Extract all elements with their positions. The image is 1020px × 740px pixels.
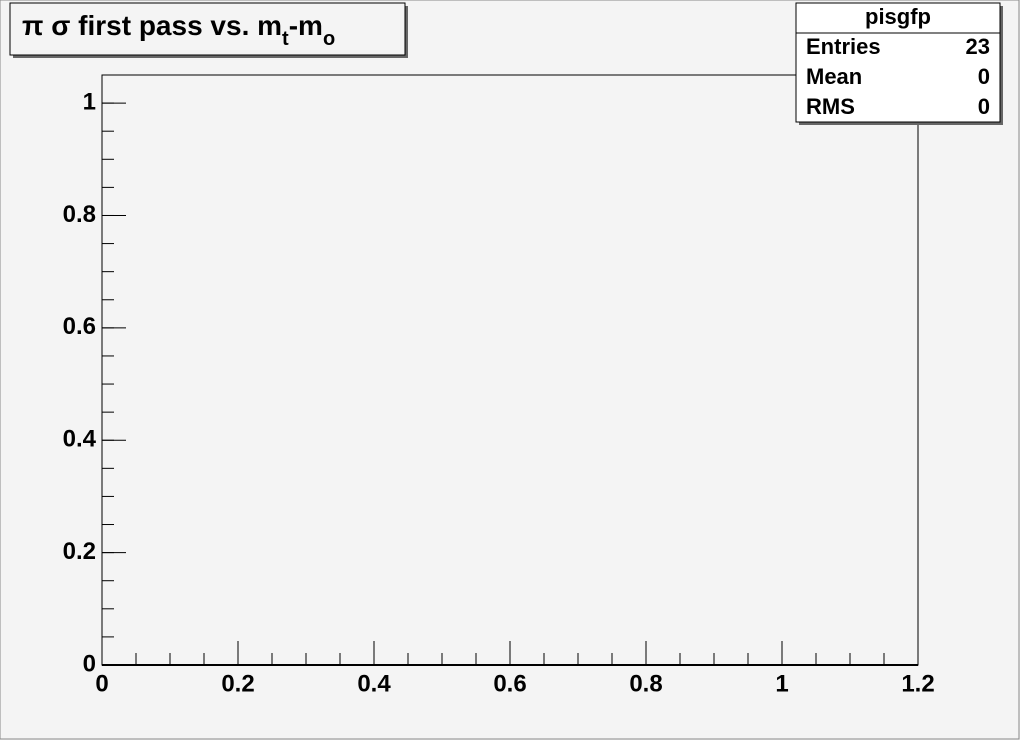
y-tick-label: 0.8 bbox=[63, 201, 96, 228]
title-part: -m bbox=[289, 10, 323, 41]
stats-label: RMS bbox=[806, 94, 855, 119]
chart-title: π σ first pass vs. mt-mo bbox=[22, 10, 335, 50]
x-tick-label: 0 bbox=[95, 670, 108, 697]
stats-box bbox=[795, 2, 1001, 123]
y-tick-label: 0.6 bbox=[63, 313, 96, 340]
y-tick-label: 0.4 bbox=[63, 426, 97, 453]
x-tick-label: 1 bbox=[775, 670, 788, 697]
title-box bbox=[9, 2, 406, 56]
stats-value: 23 bbox=[966, 34, 990, 59]
title-sub: o bbox=[323, 28, 335, 50]
title-sub: t bbox=[282, 28, 289, 50]
x-tick-label: 1.2 bbox=[901, 670, 934, 697]
x-tick-label: 0.4 bbox=[357, 670, 391, 697]
title-part: π σ first pass vs. m bbox=[22, 10, 282, 41]
frame bbox=[101, 74, 919, 666]
stats-label: Mean bbox=[806, 64, 862, 89]
y-tick-label: 1 bbox=[83, 88, 96, 115]
stats-label: Entries bbox=[806, 34, 881, 59]
y-tick-label: 0 bbox=[83, 650, 96, 677]
stats-name: pisgfp bbox=[865, 4, 931, 29]
x-tick-label: 0.6 bbox=[493, 670, 526, 697]
stats-value: 0 bbox=[978, 64, 990, 89]
x-tick-label: 0.8 bbox=[629, 670, 662, 697]
x-tick-label: 0.2 bbox=[221, 670, 254, 697]
y-tick-label: 0.2 bbox=[63, 538, 96, 565]
stats-value: 0 bbox=[978, 94, 990, 119]
